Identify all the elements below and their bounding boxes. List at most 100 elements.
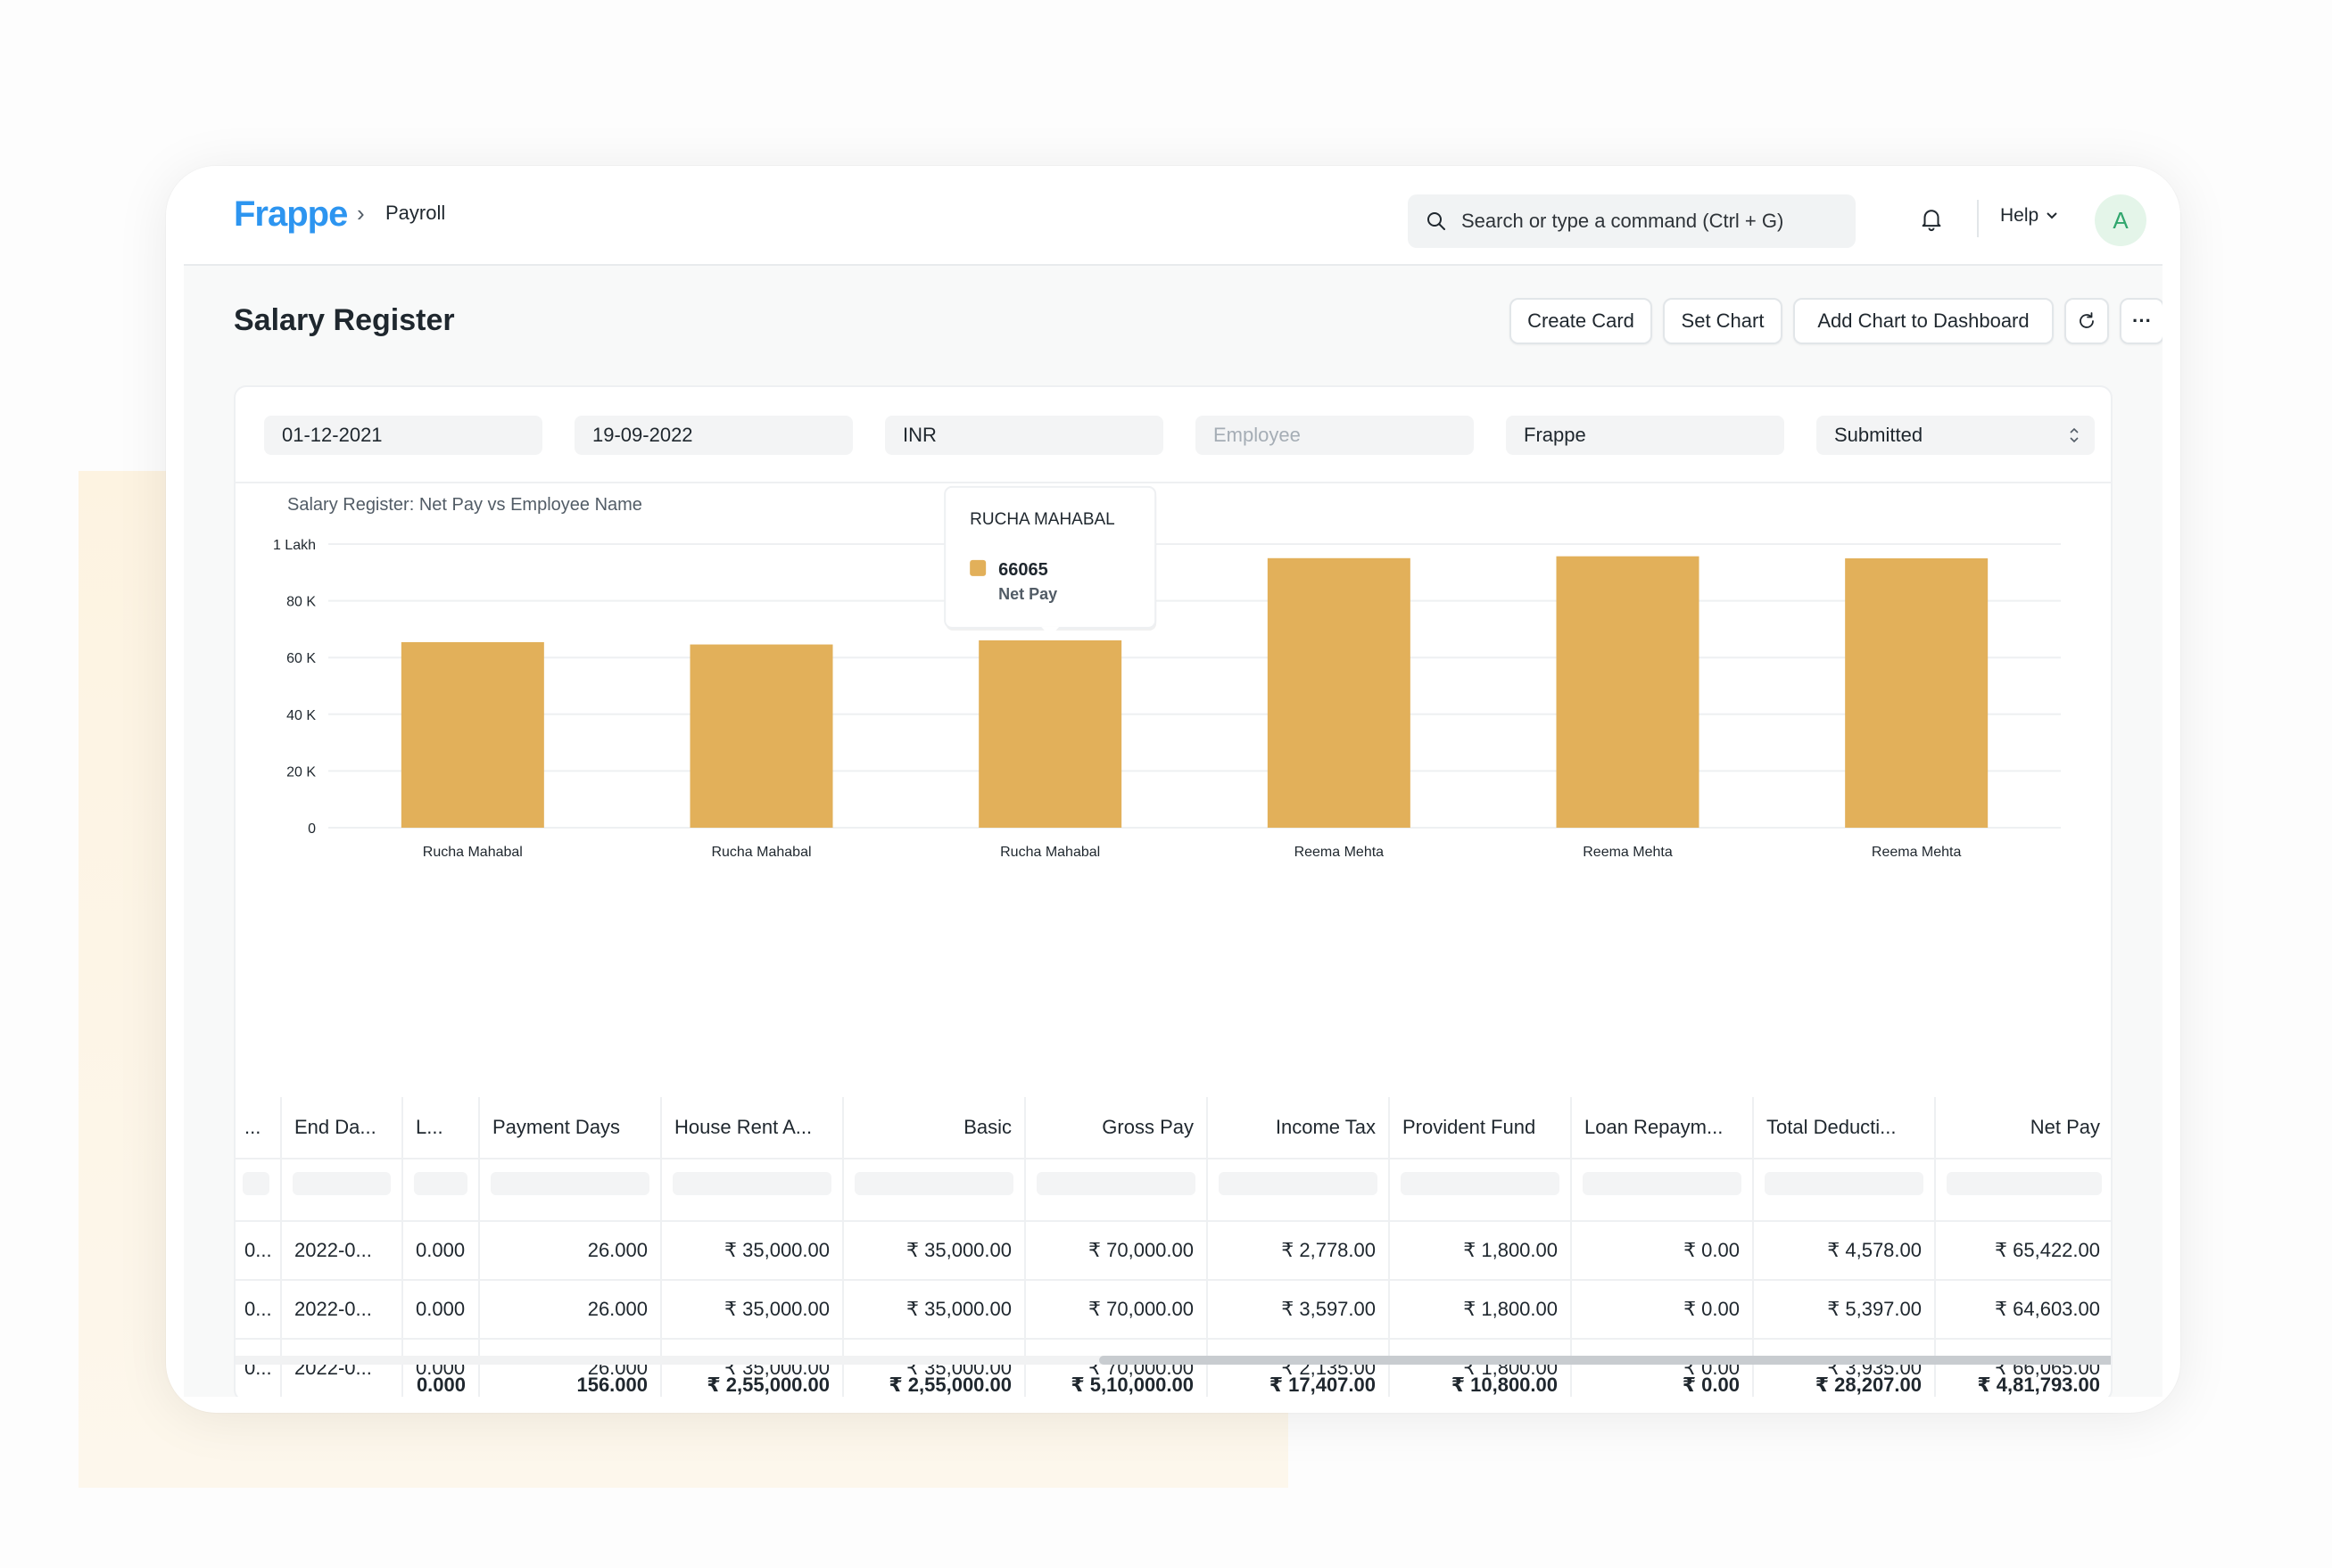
y-tick-label: 80 K <box>286 595 316 610</box>
frappe-logo[interactable]: Frappe <box>234 194 348 234</box>
column-filter-input[interactable] <box>414 1172 467 1195</box>
table-cell[interactable]: 26.000 <box>480 1281 662 1338</box>
table-cell[interactable]: 0.000 <box>403 1222 480 1279</box>
column-filter-cell <box>1936 1159 2111 1220</box>
x-tick-label: Rucha Mahabal <box>1000 845 1100 860</box>
column-filter-input[interactable] <box>855 1172 1013 1195</box>
total-cell: ₹ 2,55,000.00 <box>662 1365 844 1397</box>
table-cell[interactable]: 26.000 <box>480 1222 662 1279</box>
column-filter-cell <box>1390 1159 1572 1220</box>
table-cell[interactable]: 2022-0... <box>282 1222 403 1279</box>
table-cell[interactable]: ₹ 70,000.00 <box>1026 1222 1208 1279</box>
column-filter-input[interactable] <box>1037 1172 1195 1195</box>
table-row: 0... 2022-0... 0.000 26.000 ₹ 35,000.00 ₹ 35,… <box>236 1281 2111 1340</box>
table-cell[interactable]: ₹ 1,800.00 <box>1390 1222 1572 1279</box>
column-header[interactable]: Total Deducti... <box>1754 1097 1936 1158</box>
table-cell[interactable]: ₹ 4,578.00 <box>1754 1222 1936 1279</box>
table-cell[interactable]: 2022-0... <box>282 1281 403 1338</box>
y-tick-label: 1 Lakh <box>273 538 316 553</box>
x-tick-label: Rucha Mahabal <box>423 845 523 860</box>
app-screen: Frappe › Payroll Help A <box>184 166 2162 1397</box>
column-header[interactable]: House Rent A... <box>662 1097 844 1158</box>
column-header[interactable]: Basic <box>844 1097 1026 1158</box>
table-cell[interactable]: ₹ 35,000.00 <box>844 1222 1026 1279</box>
table-cell[interactable]: ₹ 65,422.00 <box>1936 1222 2111 1279</box>
column-filter-cell <box>1754 1159 1936 1220</box>
column-filter-cell <box>1572 1159 1754 1220</box>
column-filter-input[interactable] <box>1947 1172 2102 1195</box>
employee-filter[interactable]: Employee <box>1195 416 1474 455</box>
column-filter-input[interactable] <box>491 1172 649 1195</box>
column-header[interactable]: L... <box>403 1097 480 1158</box>
column-filter-input[interactable] <box>673 1172 831 1195</box>
y-tick-label: 20 K <box>286 764 316 780</box>
chart-title: Salary Register: Net Pay vs Employee Nam… <box>287 495 642 515</box>
column-filter-cell <box>282 1159 403 1220</box>
table-cell[interactable]: 0... <box>236 1222 282 1279</box>
table-cell[interactable]: ₹ 35,000.00 <box>844 1281 1026 1338</box>
search-icon <box>1427 212 1445 230</box>
table-cell[interactable]: ₹ 35,000.00 <box>662 1281 844 1338</box>
help-dropdown[interactable]: Help <box>2000 205 2058 227</box>
docstatus-select[interactable]: Submitted <box>1816 416 2095 455</box>
table-cell[interactable]: ₹ 1,800.00 <box>1390 1281 1572 1338</box>
column-header[interactable]: Net Pay <box>1936 1097 2111 1158</box>
horizontal-scrollbar[interactable] <box>236 1356 2111 1365</box>
column-filter-input[interactable] <box>1401 1172 1559 1195</box>
docstatus-value: Submitted <box>1834 424 1923 446</box>
create-card-button[interactable]: Create Card <box>1509 298 1652 344</box>
table-cell[interactable]: ₹ 0.00 <box>1572 1222 1754 1279</box>
search-bar[interactable] <box>1408 194 1856 248</box>
table-row: 0... 2022-0... 0.000 26.000 ₹ 35,000.00 ₹ 35,… <box>236 1222 2111 1281</box>
tooltip-title: RUCHA MAHABAL <box>970 510 1115 529</box>
column-header[interactable]: Loan Repaym... <box>1572 1097 1754 1158</box>
add-chart-to-dashboard-button[interactable]: Add Chart to Dashboard <box>1793 298 2054 344</box>
table-cell[interactable]: ₹ 5,397.00 <box>1754 1281 1936 1338</box>
search-input[interactable] <box>1461 194 1845 248</box>
table-cell[interactable]: ₹ 70,000.00 <box>1026 1281 1208 1338</box>
chart-svg: Salary Register: Net Pay vs Employee Nam… <box>273 485 2061 860</box>
from-date-filter[interactable]: 01-12-2021 <box>264 416 542 455</box>
table-cell[interactable]: 0.000 <box>403 1281 480 1338</box>
total-cell: ₹ 4,81,793.00 <box>1936 1365 2111 1397</box>
table-cell[interactable]: ₹ 35,000.00 <box>662 1222 844 1279</box>
table-cell[interactable]: ₹ 3,597.00 <box>1208 1281 1390 1338</box>
column-filter-input[interactable] <box>1765 1172 1923 1195</box>
column-header[interactable]: End Da... <box>282 1097 403 1158</box>
select-arrows-icon <box>2070 427 2079 443</box>
total-cell: 156.000 <box>480 1365 662 1397</box>
tooltip-pointer <box>1041 626 1060 637</box>
table-cell[interactable]: ₹ 64,603.00 <box>1936 1281 2111 1338</box>
table-cell[interactable]: 0... <box>236 1281 282 1338</box>
total-cell: 0.000 <box>403 1365 480 1397</box>
y-tick-label: 0 <box>308 821 316 837</box>
more-options-button[interactable]: ··· <box>2120 298 2162 344</box>
scrollbar-thumb[interactable] <box>1099 1356 2111 1365</box>
refresh-button[interactable] <box>2064 298 2109 344</box>
avatar[interactable]: A <box>2095 194 2146 246</box>
bell-icon[interactable] <box>1918 205 1945 232</box>
column-header[interactable]: Income Tax <box>1208 1097 1390 1158</box>
column-header[interactable]: ... <box>236 1097 282 1158</box>
bar-4 <box>1556 556 1699 828</box>
currency-filter[interactable]: INR <box>885 416 1163 455</box>
column-header[interactable]: Payment Days <box>480 1097 662 1158</box>
total-cell: ₹ 2,55,000.00 <box>844 1365 1026 1397</box>
column-filter-input[interactable] <box>293 1172 391 1195</box>
y-tick-label: 40 K <box>286 708 316 723</box>
bar-2 <box>979 640 1122 828</box>
table-cell[interactable]: ₹ 2,778.00 <box>1208 1222 1390 1279</box>
column-filter-input[interactable] <box>1219 1172 1377 1195</box>
column-filter-input[interactable] <box>1583 1172 1741 1195</box>
table-cell[interactable]: ₹ 0.00 <box>1572 1281 1754 1338</box>
total-cell: ₹ 28,207.00 <box>1754 1365 1936 1397</box>
column-header[interactable]: Gross Pay <box>1026 1097 1208 1158</box>
to-date-filter[interactable]: 19-09-2022 <box>575 416 853 455</box>
tooltip-swatch <box>970 559 987 576</box>
set-chart-button[interactable]: Set Chart <box>1663 298 1782 344</box>
device-frame: Frappe › Payroll Help A <box>166 166 2180 1413</box>
breadcrumb-payroll[interactable]: Payroll <box>385 202 446 224</box>
column-filter-input[interactable] <box>243 1172 269 1195</box>
company-filter[interactable]: Frappe <box>1506 416 1784 455</box>
column-header[interactable]: Provident Fund <box>1390 1097 1572 1158</box>
